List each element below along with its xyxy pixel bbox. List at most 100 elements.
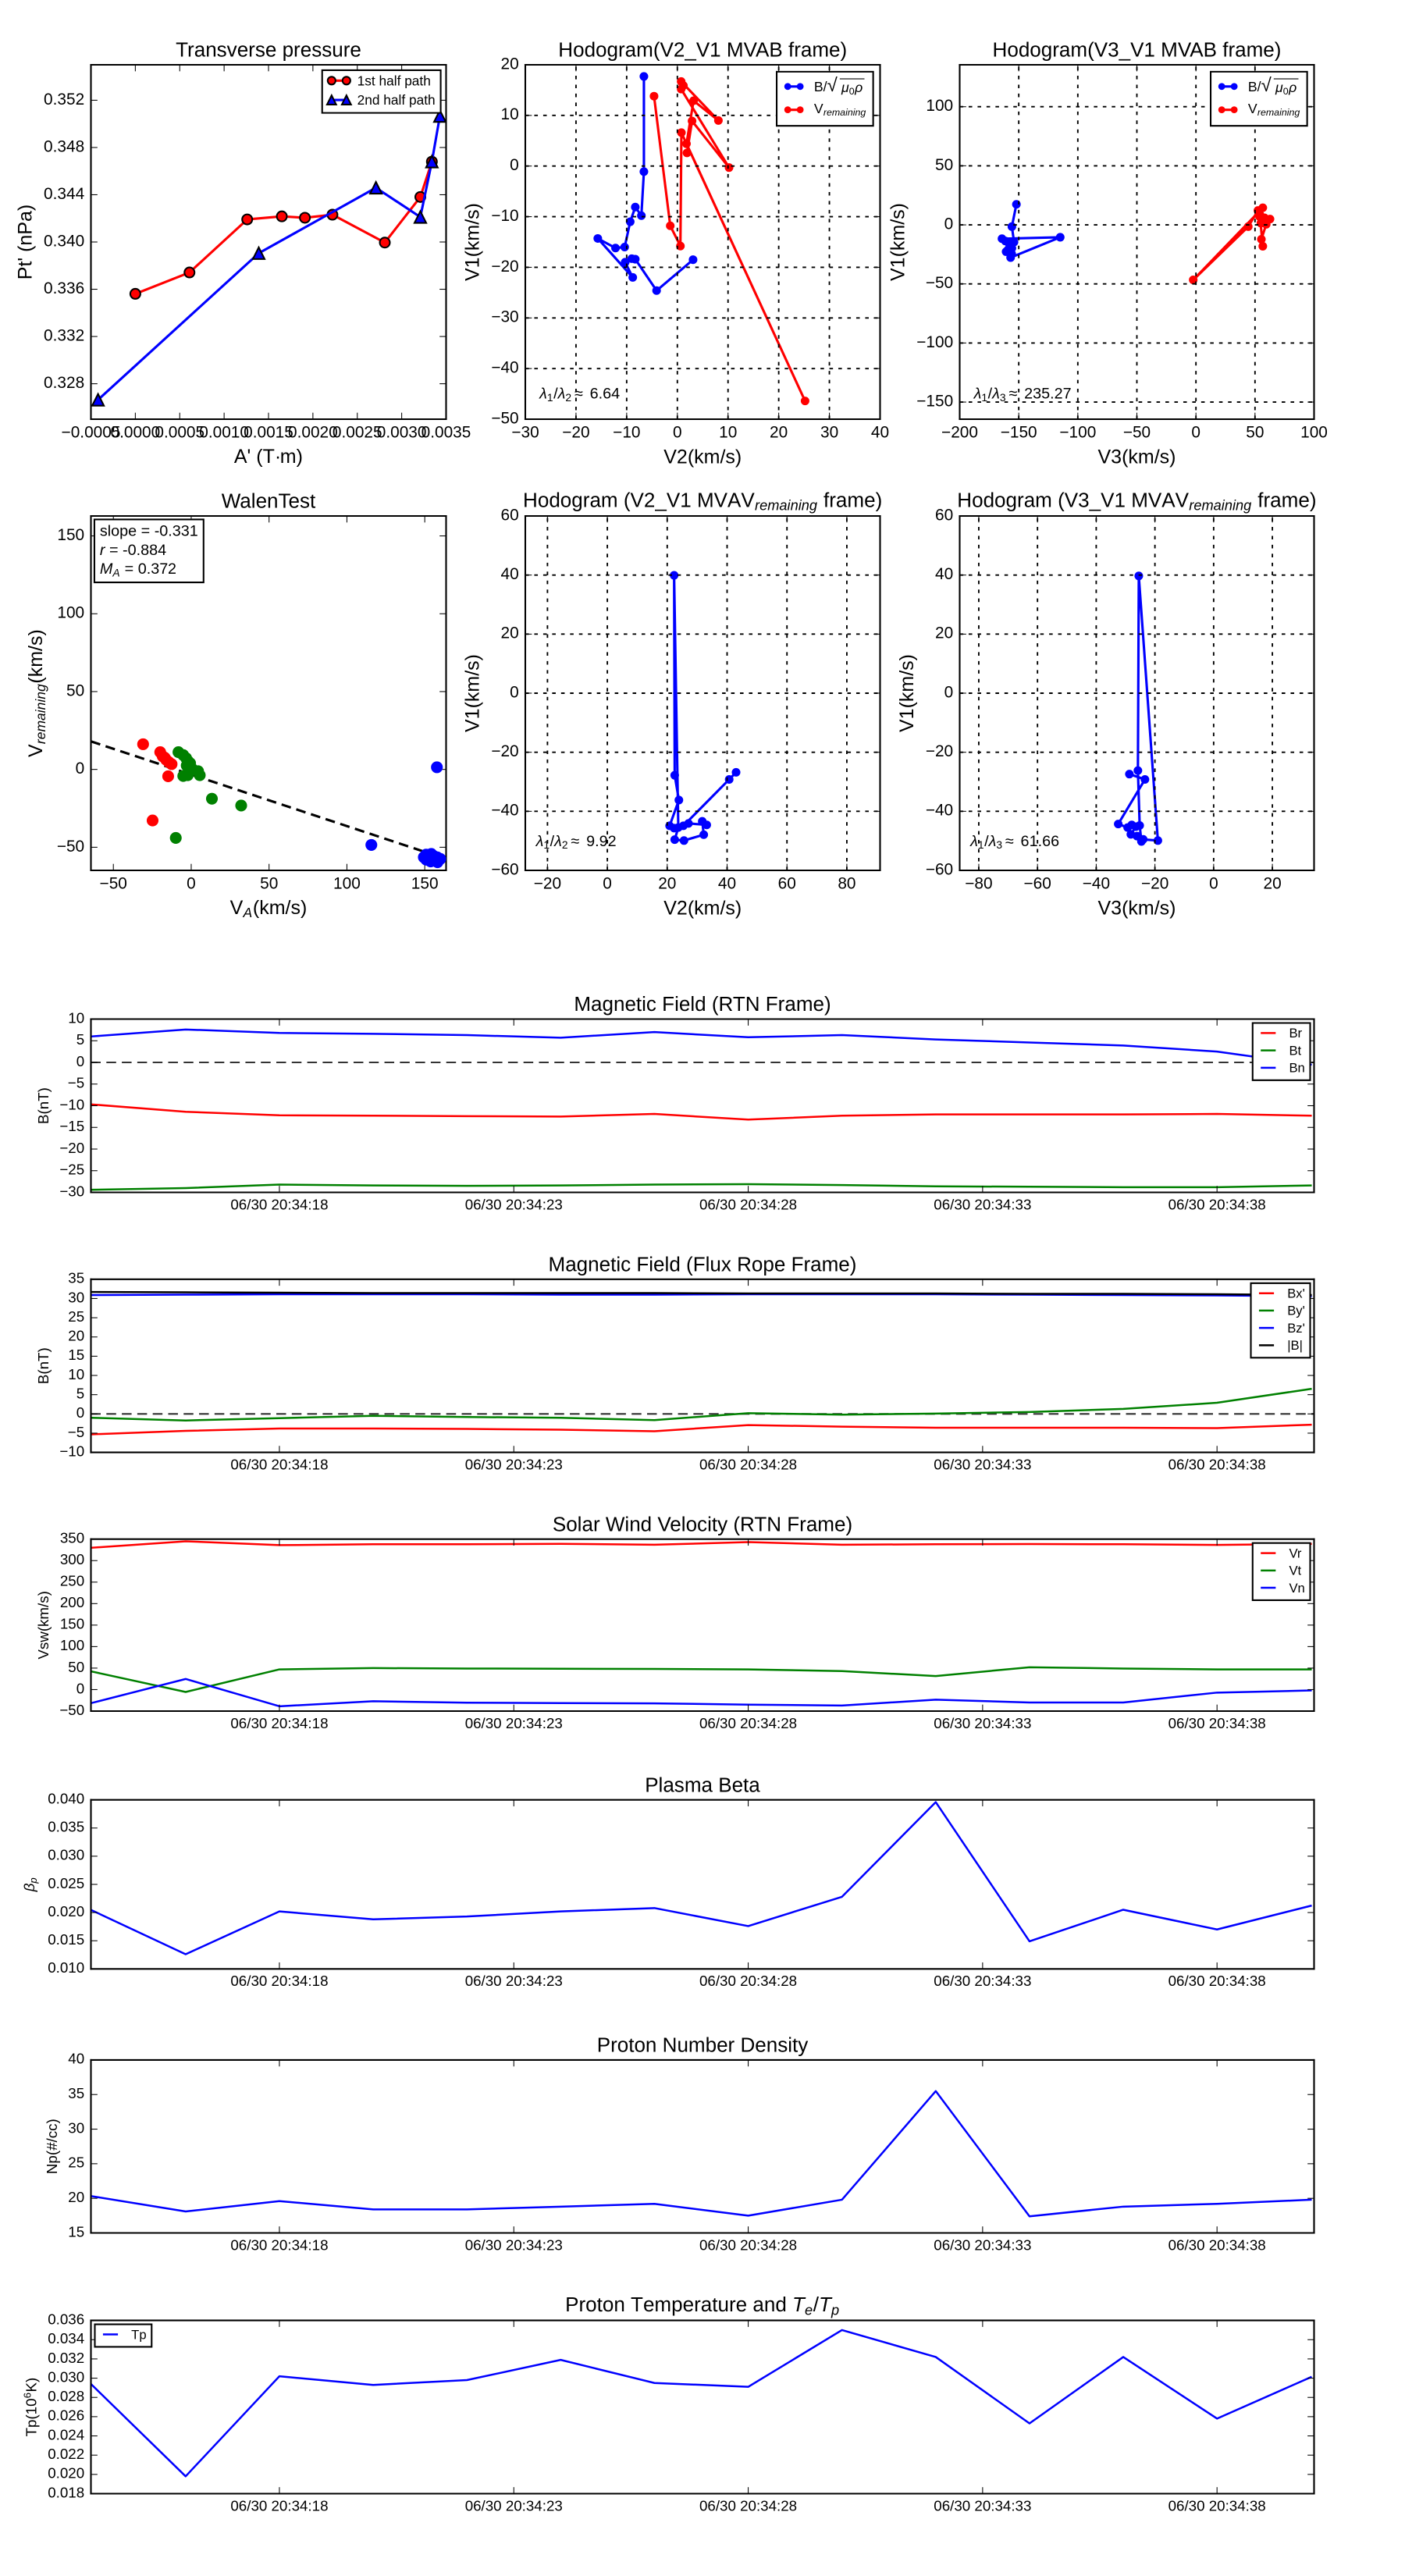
svg-text:40: 40 [68, 2051, 84, 2067]
svg-text:06/30 20:34:23: 06/30 20:34:23 [465, 2497, 563, 2514]
svg-text:Magnetic Field (RTN Frame): Magnetic Field (RTN Frame) [574, 992, 831, 1016]
svg-text:0.0005: 0.0005 [155, 423, 205, 441]
svg-text:0.340: 0.340 [44, 232, 84, 250]
svg-text:35: 35 [68, 2085, 84, 2101]
svg-text:0.0030: 0.0030 [377, 423, 427, 441]
svg-text:06/30 20:34:18: 06/30 20:34:18 [230, 1196, 328, 1212]
svg-text:06/30 20:34:38: 06/30 20:34:38 [1168, 1973, 1266, 1989]
svg-text:−20: −20 [491, 258, 518, 276]
svg-text:0.024: 0.024 [48, 2426, 84, 2443]
svg-text:60: 60 [778, 874, 796, 892]
svg-text:0.0000: 0.0000 [111, 423, 161, 441]
svg-text:30: 30 [820, 423, 838, 441]
svg-text:−100: −100 [1059, 423, 1096, 441]
svg-text:0.336: 0.336 [44, 279, 84, 297]
svg-text:−20: −20 [534, 874, 561, 892]
svg-text:0: 0 [603, 874, 612, 892]
svg-text:0.328: 0.328 [44, 374, 84, 392]
svg-text:−200: −200 [941, 423, 978, 441]
svg-text:−60: −60 [926, 860, 953, 878]
svg-text:15: 15 [68, 2223, 84, 2240]
svg-text:30: 30 [68, 1289, 84, 1305]
svg-text:−25: −25 [59, 1162, 84, 1178]
svg-text:0: 0 [944, 683, 954, 701]
svg-text:−15: −15 [59, 1118, 84, 1134]
svg-text:B / √ μ: B / √ μ ρ 0 [1248, 69, 1304, 98]
svg-text:V1(km/s): V1(km/s) [462, 203, 484, 281]
svg-text:06/30 20:34:33: 06/30 20:34:33 [934, 1196, 1031, 1212]
svg-text:−30: −30 [511, 423, 539, 441]
svg-text:−20: −20 [926, 742, 953, 760]
svg-text:V r e m: V r e m a i n i n g [814, 91, 868, 122]
svg-text:20: 20 [500, 624, 518, 642]
svg-text:20: 20 [658, 874, 676, 892]
svg-text:06/30 20:34:38: 06/30 20:34:38 [1168, 1457, 1266, 1473]
svg-text:30: 30 [68, 2119, 84, 2136]
svg-text:40: 40 [935, 565, 953, 583]
svg-text:0.035: 0.035 [48, 1819, 84, 1835]
svg-text:06/30 20:34:33: 06/30 20:34:33 [934, 2497, 1031, 2514]
svg-text:0.344: 0.344 [44, 185, 84, 203]
svg-text:V ( k m: V ( k m / s ) r e m a i n i n g [20, 622, 52, 757]
svg-text:V3(km/s): V3(km/s) [1098, 446, 1176, 468]
svg-text:V1(km/s): V1(km/s) [887, 203, 909, 281]
svg-text:2nd half path: 2nd half path [357, 92, 436, 108]
svg-text:350: 350 [60, 1530, 84, 1546]
svg-text:0: 0 [76, 1680, 84, 1696]
svg-text:200: 200 [60, 1594, 84, 1610]
svg-text:Vn: Vn [1289, 1581, 1304, 1596]
svg-text:Plasma Beta: Plasma Beta [645, 1773, 760, 1796]
svg-text:B(nT): B(nT) [35, 1347, 52, 1384]
svg-text:−50: −50 [57, 838, 84, 856]
svg-text:B(nT): B(nT) [35, 1087, 52, 1124]
svg-text:0: 0 [1191, 423, 1200, 441]
svg-text:06/30 20:34:38: 06/30 20:34:38 [1168, 2236, 1266, 2253]
svg-text:06/30 20:34:38: 06/30 20:34:38 [1168, 2497, 1266, 2514]
svg-text:150: 150 [57, 526, 84, 544]
svg-text:20: 20 [770, 423, 788, 441]
svg-text:−10: −10 [59, 1443, 84, 1459]
svg-text:−5: −5 [68, 1075, 84, 1091]
svg-text:40: 40 [718, 874, 736, 892]
svg-text:150: 150 [60, 1616, 84, 1632]
svg-text:V ( k m: V ( k m / s ) A [230, 891, 315, 920]
svg-text:0.020: 0.020 [48, 2465, 84, 2482]
svg-text:300: 300 [60, 1551, 84, 1567]
svg-text:M A =: M A = 0 . 3 7 2 [100, 551, 176, 582]
svg-text:06/30 20:34:33: 06/30 20:34:33 [934, 2236, 1031, 2253]
svg-text:0.0035: 0.0035 [422, 423, 471, 441]
svg-text:20: 20 [68, 1328, 84, 1344]
svg-text:By': By' [1287, 1304, 1305, 1318]
svg-text:40: 40 [500, 565, 518, 583]
svg-text:25: 25 [68, 1308, 84, 1325]
svg-text:−50: −50 [1123, 423, 1151, 441]
svg-text:0: 0 [510, 156, 519, 174]
svg-text:−30: −30 [491, 308, 518, 326]
svg-text:Bn: Bn [1289, 1061, 1304, 1076]
svg-text:A ' (: A ' ( T m ) · [234, 440, 310, 469]
svg-text:Vr: Vr [1289, 1546, 1301, 1560]
svg-text:Np(#/cc): Np(#/cc) [44, 2119, 60, 2174]
svg-text:5: 5 [76, 1386, 84, 1402]
svg-text:−150: −150 [916, 392, 953, 410]
svg-text:25: 25 [68, 2154, 84, 2171]
svg-text:0: 0 [187, 874, 196, 892]
svg-text:Tp: Tp [131, 2327, 146, 2342]
svg-text:100: 100 [1300, 423, 1328, 441]
svg-text:100: 100 [57, 604, 84, 622]
svg-text:06/30 20:34:28: 06/30 20:34:28 [699, 1457, 797, 1473]
svg-text:06/30 20:34:28: 06/30 20:34:28 [699, 1196, 797, 1212]
svg-text:0: 0 [76, 1404, 84, 1421]
svg-text:100: 100 [333, 874, 361, 892]
svg-text:15: 15 [68, 1347, 84, 1363]
svg-text:20: 20 [935, 624, 953, 642]
svg-text:50: 50 [68, 1659, 84, 1675]
svg-text:0: 0 [510, 683, 519, 701]
svg-text:−20: −20 [1141, 874, 1168, 892]
svg-text:−20: −20 [491, 742, 518, 760]
svg-text:Hodogram(V3_V1 MVAB frame): Hodogram(V3_V1 MVAB frame) [993, 38, 1282, 62]
svg-text:−20: −20 [59, 1140, 84, 1156]
svg-text:40: 40 [871, 423, 889, 441]
svg-text:100: 100 [60, 1637, 84, 1653]
svg-text:Proton Number Density: Proton Number Density [597, 2033, 809, 2056]
